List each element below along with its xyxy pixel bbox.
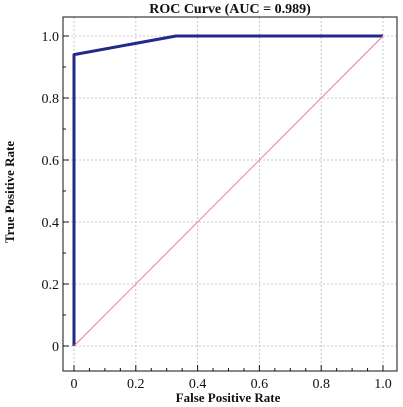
chart-title: ROC Curve (AUC = 0.989)	[149, 2, 311, 17]
x-tick-label: 1.0	[374, 377, 392, 392]
plot-frame	[62, 16, 398, 372]
x-tick-label: 0.2	[127, 377, 145, 392]
y-tick-label: 0	[52, 340, 59, 355]
y-tick-label: 0.2	[42, 278, 60, 293]
x-tick-label: 0.4	[189, 377, 207, 392]
reference-diagonal-line	[73, 35, 384, 347]
x-tick-label: 0.8	[312, 377, 330, 392]
grid-layer	[63, 17, 397, 371]
x-axis-label: False Positive Rate	[176, 390, 281, 405]
y-axis-label: True Positive Rate	[2, 141, 17, 244]
x-tick-label: 0	[71, 377, 78, 392]
tick-layer: 0 0.2 0.4 0.6 0.8 1.0 0 0.2 0.4 0.6 0.8 1.0	[42, 30, 392, 392]
y-tick-label: 0.4	[42, 216, 60, 231]
x-tick-label: 0.6	[251, 377, 269, 392]
y-tick-label: 1.0	[42, 30, 60, 45]
y-tick-label: 0.8	[42, 92, 60, 107]
roc-curve-line	[72, 34, 383, 346]
y-tick-label: 0.6	[42, 154, 60, 169]
series-layer	[72, 34, 384, 347]
